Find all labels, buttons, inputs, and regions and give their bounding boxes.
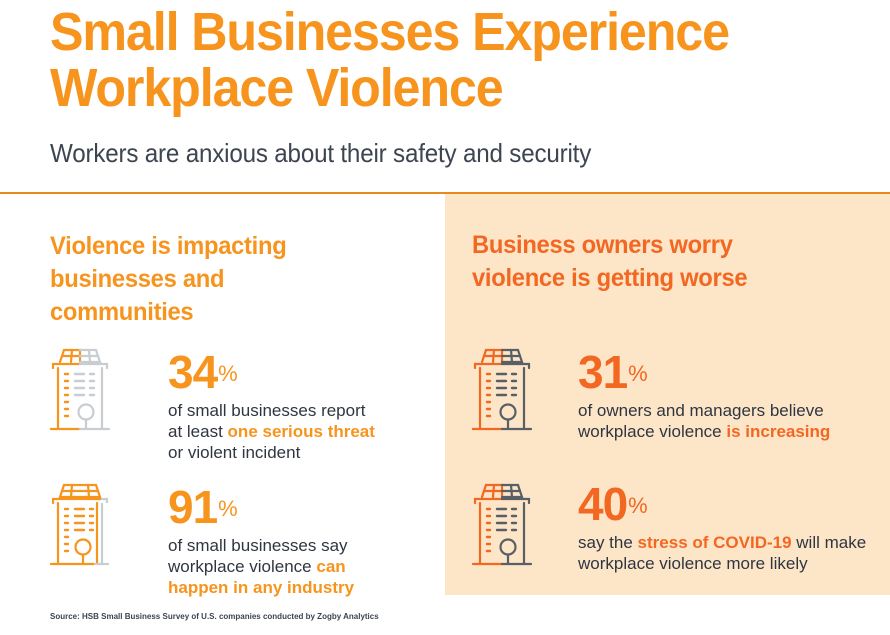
- stat-value: 40%: [578, 478, 648, 530]
- stat-description: say the stress of COVID-19 will make wor…: [578, 533, 867, 573]
- stat-description: of owners and managers believe workplace…: [578, 401, 831, 441]
- office-building-icon: [472, 483, 532, 566]
- right-panel-background: [445, 194, 890, 595]
- office-building-icon: [472, 348, 532, 431]
- stat-value: 91%: [168, 481, 238, 533]
- stat-91-percent: 91% of small businesses say workplace vi…: [168, 483, 354, 598]
- page-subtitle: Workers are anxious about their safety a…: [50, 138, 592, 168]
- page-title: Small Businesses Experience Workplace Vi…: [50, 2, 730, 118]
- right-section-heading: Business owners worry violence is gettin…: [472, 231, 748, 292]
- stat-description: of small businesses report at least one …: [168, 401, 375, 462]
- source-citation: Source: HSB Small Business Survey of U.S…: [50, 612, 379, 621]
- stat-31-percent: 31% of owners and managers believe workp…: [578, 348, 830, 442]
- stat-value: 34%: [168, 346, 238, 398]
- title-line-1: Small Businesses Experience: [50, 2, 730, 62]
- stat-40-percent: 40% say the stress of COVID-19 will make…: [578, 480, 866, 574]
- office-building-icon: [50, 348, 110, 431]
- title-line-2: Workplace Violence: [50, 58, 504, 118]
- stat-description: of small businesses say workplace violen…: [168, 536, 355, 597]
- stat-34-percent: 34% of small businesses report at least …: [168, 348, 375, 463]
- office-building-icon: [50, 483, 109, 566]
- stat-value: 31%: [578, 346, 648, 398]
- header-divider: [0, 192, 890, 194]
- left-section-heading: Violence is impacting businesses and com…: [50, 232, 287, 326]
